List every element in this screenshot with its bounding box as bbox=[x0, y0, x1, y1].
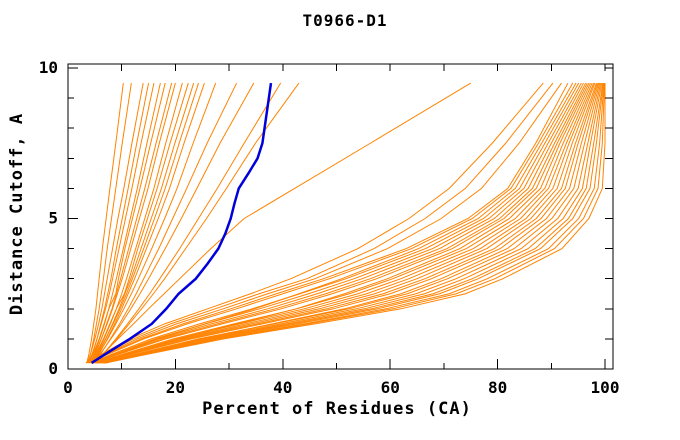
plot-border bbox=[67, 63, 614, 370]
model-curve bbox=[103, 82, 604, 364]
model-curve bbox=[88, 82, 166, 364]
model-curve bbox=[98, 82, 598, 364]
model-curve bbox=[103, 83, 605, 364]
x-tick-label: 80 bbox=[488, 378, 507, 397]
y-axis-label: Distance Cutoff, A bbox=[7, 113, 27, 315]
model-curve bbox=[92, 82, 577, 364]
model-curve bbox=[91, 82, 217, 364]
model-curve bbox=[94, 82, 591, 364]
y-tick-label: 10 bbox=[39, 58, 58, 77]
model-curve bbox=[96, 82, 596, 364]
model-curve bbox=[90, 82, 189, 364]
model-curve bbox=[93, 82, 588, 364]
model-curve bbox=[100, 82, 601, 364]
model-curve bbox=[87, 82, 155, 364]
model-curve bbox=[90, 82, 580, 364]
x-tick-label: 0 bbox=[63, 378, 73, 397]
model-curve bbox=[88, 82, 574, 364]
model-curve bbox=[86, 82, 554, 364]
model-curve bbox=[101, 82, 603, 364]
model-curve bbox=[96, 82, 595, 364]
model-curve bbox=[94, 82, 282, 364]
model-curve bbox=[103, 82, 600, 364]
model-curve bbox=[89, 82, 150, 364]
model-curve bbox=[104, 83, 605, 364]
highlighted-model-curve bbox=[90, 82, 273, 365]
axes-layer bbox=[67, 63, 614, 370]
y-tick-label: 5 bbox=[48, 209, 58, 228]
y-tick-label: 0 bbox=[48, 359, 58, 378]
model-curve bbox=[87, 82, 569, 364]
x-tick-label: 100 bbox=[591, 378, 620, 397]
model-curve bbox=[86, 82, 144, 364]
model-curve bbox=[89, 82, 176, 364]
model-curve bbox=[86, 82, 124, 364]
x-tick-label: 20 bbox=[166, 378, 185, 397]
model-curve bbox=[93, 82, 300, 364]
model-curve bbox=[92, 82, 205, 364]
model-curve bbox=[91, 82, 183, 364]
chart-title: T0966-D1 bbox=[302, 11, 387, 30]
x-tick-label: 60 bbox=[381, 378, 400, 397]
model-curve bbox=[94, 82, 472, 364]
model-curve bbox=[102, 82, 604, 364]
model-curve bbox=[92, 82, 255, 364]
x-axis-label: Percent of Residues (CA) bbox=[202, 399, 472, 419]
model-curve bbox=[91, 82, 584, 364]
model-curve bbox=[87, 82, 132, 364]
model-curve bbox=[91, 82, 199, 364]
model-curve bbox=[90, 82, 582, 364]
model-curve bbox=[87, 82, 562, 364]
tick-labels-layer: 0 20 40 60 80 100 0 5 10 bbox=[39, 58, 620, 397]
model-curve bbox=[97, 82, 597, 364]
model-curve bbox=[105, 83, 606, 364]
x-tick-label: 40 bbox=[273, 378, 292, 397]
curves-layer bbox=[85, 82, 606, 365]
model-curve bbox=[92, 82, 587, 364]
model-curve bbox=[97, 82, 590, 364]
model-curve bbox=[90, 82, 161, 364]
